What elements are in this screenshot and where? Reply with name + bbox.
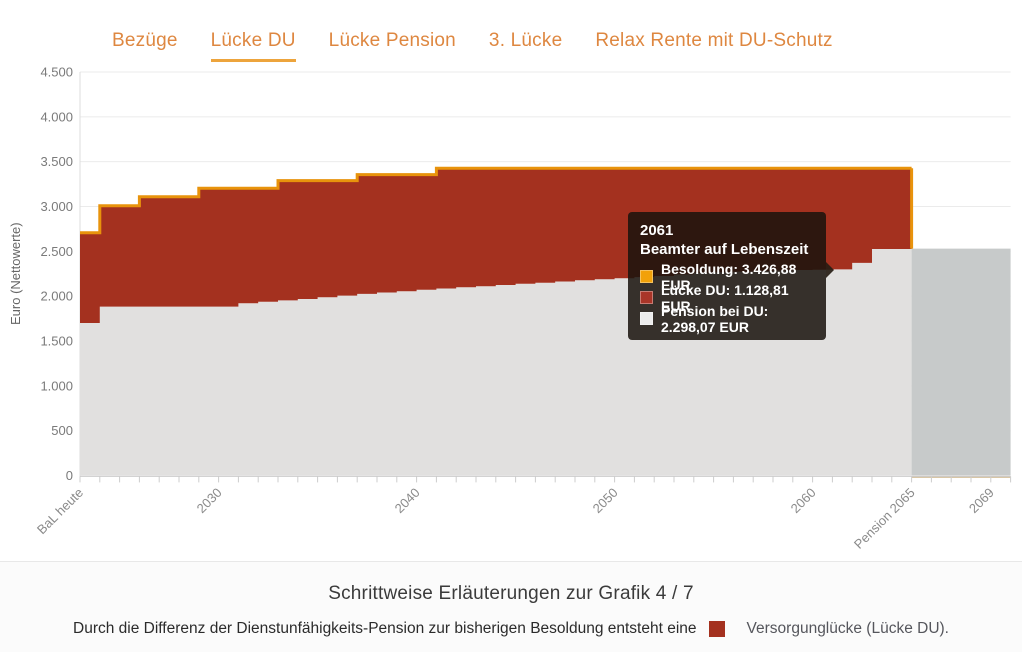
caption-text: Durch die Differenz der Dienstunfähigkei… [73,620,697,637]
x-tick-label: Pension 2065 [851,485,918,552]
y-tick-label: 3.000 [40,199,73,214]
y-tick-label: 2.500 [40,244,73,259]
y-tick-label: 500 [51,423,73,438]
explanation-footer: Schrittweise Erläuterungen zur Grafik 4 … [0,561,1022,652]
y-tick-label: 0 [66,468,73,483]
x-tick-label: 2069 [966,485,997,516]
step-explanation-title: Schrittweise Erläuterungen zur Grafik 4 … [328,583,694,604]
tooltip-row-besoldung-text: Besoldung: 3.426,88 EUR [661,260,797,293]
y-tick-label: 1.500 [40,333,73,348]
chart-tooltip: 2061 Beamter auf Lebenszeit Besoldung: 3… [628,212,834,340]
tab-dritte-luecke[interactable]: 3. Lücke [488,30,563,51]
y-tick-label: 4.500 [40,65,73,80]
x-tick-label: BaL heute [34,485,86,537]
y-tick-label: 2.000 [40,289,73,304]
tab-relax-rente[interactable]: Relax Rente mit DU-Schutz [595,30,833,51]
pension-after-2065-area [911,248,1011,476]
x-tick-label: 2060 [788,485,819,516]
luecke-du-area [80,168,912,323]
besoldung-line [80,166,912,235]
versorgungsluecke-swatch-icon [708,621,725,637]
pension-swatch-icon [640,312,653,325]
tooltip-row-besoldung: Besoldung: 3.426,88 EUR [640,261,814,293]
tooltip-pointer-icon [826,262,834,278]
chart-tabs: Bezüge Lücke DU Lücke Pension 3. Lücke R… [112,30,833,62]
y-tick-label: 1.000 [40,378,73,393]
x-tick-label: 2030 [194,485,225,516]
tooltip-subtitle: Beamter auf Lebenszeit [640,241,809,258]
besoldung-swatch-icon [640,270,653,283]
tooltip-row-luecke-du: Lücke DU: 1.128,81 EUR [640,282,814,314]
tab-luecke-du[interactable]: Lücke DU [210,30,296,62]
x-tick-label: 2050 [590,485,621,516]
tab-luecke-pension[interactable]: Lücke Pension [328,30,456,51]
step-explanation-caption: Durch die Differenz der Dienstunfähigkei… [0,620,1022,638]
tooltip-row-luecke-du-text: Lücke DU: 1.128,81 EUR [661,281,789,314]
pension-gap-chart[interactable]: 4.500 4.000 3.500 3.000 2.500 2.000 1.500 1.000… [0,0,1022,560]
luecke-du-swatch-icon [640,291,653,304]
tooltip-row-pension: Pension bei DU: 2.298,07 EUR [640,303,814,335]
y-tick-label: 3.500 [40,154,73,169]
tooltip-row-pension-text: Pension bei DU: 2.298,07 EUR [661,302,769,335]
x-tick-label: 2040 [392,485,423,516]
tooltip-year: 2061 [640,222,674,239]
y-axis-title: Euro (Nettowerte) [8,222,23,325]
versorgungsluecke-label: Versorgunglücke (Lücke DU). [746,620,949,637]
y-tick-label: 4.000 [40,109,73,124]
tab-bezuege[interactable]: Bezüge [112,30,178,51]
chart-canvas: 4.500 4.000 3.500 3.000 2.500 2.000 1.500 1.000… [8,65,1012,552]
